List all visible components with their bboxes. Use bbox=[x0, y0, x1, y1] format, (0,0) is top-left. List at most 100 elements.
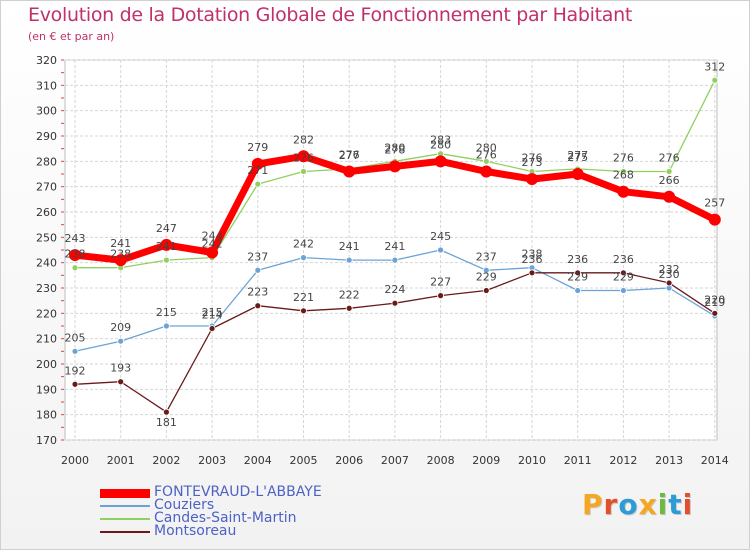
data-point bbox=[345, 304, 353, 312]
data-point bbox=[617, 185, 630, 198]
data-label: 242 bbox=[202, 238, 223, 251]
data-point bbox=[71, 347, 79, 355]
data-point bbox=[434, 155, 447, 168]
data-label: 276 bbox=[522, 151, 543, 164]
data-point bbox=[665, 279, 673, 287]
data-label: 275 bbox=[567, 151, 588, 164]
data-label: 238 bbox=[110, 248, 131, 261]
x-tick-label: 2010 bbox=[518, 454, 546, 467]
data-label: 271 bbox=[247, 164, 268, 177]
y-tick-label: 180 bbox=[36, 409, 57, 422]
data-point bbox=[663, 190, 676, 203]
x-tick-label: 2009 bbox=[472, 454, 500, 467]
y-tick-label: 230 bbox=[36, 282, 57, 295]
data-point bbox=[71, 264, 79, 272]
legend-label: Couziers bbox=[154, 497, 215, 513]
data-label: 220 bbox=[704, 293, 725, 306]
logo-letter: i bbox=[682, 488, 694, 521]
x-tick-label: 2002 bbox=[152, 454, 180, 467]
x-tick-label: 2008 bbox=[427, 454, 455, 467]
y-tick-label: 220 bbox=[36, 307, 57, 320]
data-point bbox=[162, 408, 170, 416]
data-point bbox=[254, 180, 262, 188]
x-tick-label: 2013 bbox=[655, 454, 683, 467]
data-point bbox=[300, 307, 307, 315]
data-point bbox=[571, 168, 584, 180]
data-point bbox=[528, 269, 536, 277]
legend-label: FONTEVRAUD-L'ABBAYE bbox=[154, 484, 322, 500]
data-label: 244 bbox=[202, 230, 223, 243]
x-tick-label: 2006 bbox=[335, 454, 363, 467]
data-label: 273 bbox=[522, 156, 543, 169]
data-point bbox=[526, 173, 538, 186]
data-label: 230 bbox=[659, 268, 680, 281]
data-label: 268 bbox=[613, 169, 634, 182]
data-point bbox=[206, 246, 219, 259]
data-label: 219 bbox=[704, 296, 725, 309]
data-point bbox=[71, 380, 79, 388]
data-point bbox=[574, 287, 582, 294]
y-tick-label: 170 bbox=[36, 434, 57, 447]
data-point bbox=[391, 299, 399, 307]
data-label: 222 bbox=[339, 288, 360, 301]
data-point bbox=[388, 160, 401, 173]
data-label: 232 bbox=[659, 263, 680, 276]
x-tick-label: 2003 bbox=[198, 454, 226, 467]
data-point bbox=[114, 254, 127, 267]
data-label: 276 bbox=[339, 148, 360, 161]
logo-letter: o bbox=[618, 488, 639, 521]
data-point bbox=[343, 165, 356, 178]
data-point bbox=[482, 266, 490, 274]
x-tick-label: 2014 bbox=[701, 454, 729, 467]
data-label: 276 bbox=[293, 151, 314, 164]
data-label: 312 bbox=[704, 60, 725, 73]
x-tick-label: 2005 bbox=[290, 454, 318, 467]
data-point bbox=[162, 256, 170, 264]
x-tick-label: 2001 bbox=[107, 454, 135, 467]
data-label: 221 bbox=[293, 291, 314, 304]
data-point bbox=[711, 76, 719, 84]
data-label: 257 bbox=[704, 197, 725, 210]
data-label: 280 bbox=[476, 141, 497, 154]
data-point bbox=[391, 256, 399, 264]
data-point bbox=[160, 238, 173, 251]
data-point bbox=[254, 302, 262, 310]
legend-swatch bbox=[100, 489, 150, 498]
data-point bbox=[254, 266, 262, 274]
y-tick-label: 190 bbox=[36, 383, 57, 396]
data-label: 229 bbox=[613, 271, 634, 284]
data-label: 229 bbox=[476, 271, 497, 284]
data-label: 276 bbox=[613, 151, 634, 164]
y-tick-label: 280 bbox=[36, 155, 57, 168]
data-point bbox=[665, 168, 673, 175]
x-tick-label: 2007 bbox=[381, 454, 409, 467]
data-label: 236 bbox=[567, 253, 588, 266]
data-label: 283 bbox=[430, 134, 451, 147]
data-label: 192 bbox=[65, 364, 86, 377]
data-point bbox=[345, 256, 353, 264]
data-label: 205 bbox=[65, 331, 86, 344]
legend-label: Montsoreau bbox=[154, 523, 237, 539]
y-tick-label: 260 bbox=[36, 206, 57, 219]
data-label: 277 bbox=[567, 149, 588, 162]
data-label: 242 bbox=[293, 238, 314, 251]
y-tick-label: 310 bbox=[36, 79, 57, 92]
data-label: 223 bbox=[247, 286, 268, 299]
data-point bbox=[162, 322, 170, 330]
data-label: 245 bbox=[430, 230, 451, 243]
legend-swatch bbox=[100, 531, 150, 533]
data-label: 214 bbox=[202, 309, 223, 322]
logo-letter: r bbox=[603, 488, 619, 521]
data-label: 215 bbox=[202, 306, 223, 319]
data-label: 236 bbox=[522, 253, 543, 266]
data-point bbox=[437, 292, 445, 300]
y-tick-label: 240 bbox=[36, 257, 57, 270]
proxiti-logo: Proxiti bbox=[582, 488, 693, 521]
data-point bbox=[117, 378, 125, 386]
y-tick-label: 250 bbox=[36, 231, 57, 244]
data-point bbox=[708, 213, 721, 226]
data-label: 241 bbox=[110, 237, 131, 250]
data-label: 236 bbox=[613, 253, 634, 266]
data-point bbox=[620, 168, 627, 175]
data-label: 237 bbox=[476, 250, 497, 263]
